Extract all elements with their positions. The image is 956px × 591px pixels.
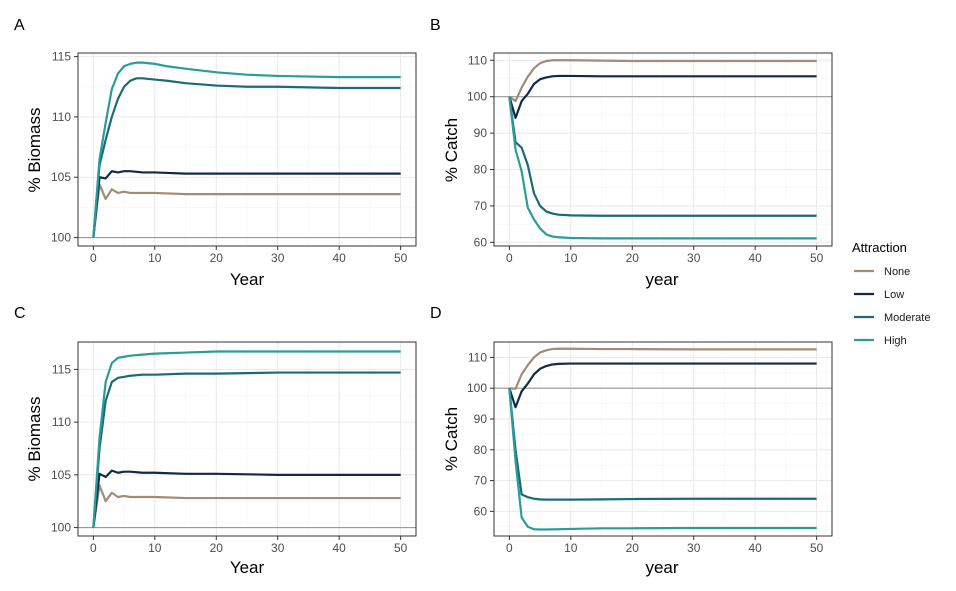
panel-b-x-tick-label: 40 <box>749 251 763 265</box>
panel-d-x-tick-label: 20 <box>626 541 640 555</box>
panel-a-x-tick-label: 20 <box>210 251 224 265</box>
panel-c-x-tick-label: 30 <box>271 541 285 555</box>
panel-a-letter: A <box>14 17 25 34</box>
panel-b-letter: B <box>430 17 441 34</box>
panel-a-x-tick-label: 30 <box>271 251 285 265</box>
panel-d-y-tick-label: 80 <box>474 443 488 457</box>
panel-b-x-tick-label: 20 <box>626 251 640 265</box>
panel-a: A 0 10 20 30 40 50 100 105 110 115 Year % Biomass <box>14 17 417 289</box>
panel-a-border <box>77 52 417 247</box>
panel-b-x-tick-label: 10 <box>564 251 578 265</box>
panel-d-y-tick-label: 70 <box>474 474 488 488</box>
panel-b-y-tick-label: 110 <box>468 53 487 67</box>
panel-c-y-tick-label: 115 <box>52 362 71 376</box>
panel-d-x-axis-title: year <box>645 558 678 577</box>
panel-b-series-moderate <box>508 96 817 217</box>
panel-b-series-none <box>508 59 817 103</box>
panel-d-series-none <box>509 347 817 390</box>
panel-c-series-low <box>92 469 401 528</box>
panel-b: B 0 10 20 30 40 50 60 70 80 90 100 110 year % Catch <box>430 17 833 289</box>
panel-c-y-tick-label: 110 <box>52 415 71 429</box>
panel-d: D 0 10 20 30 40 50 60 70 80 90 100 110 year % Catch <box>430 305 833 577</box>
panel-b-border <box>493 52 833 247</box>
panel-d-series-high <box>508 388 817 531</box>
panel-b-x-tick-label: 0 <box>506 251 513 265</box>
legend-title: Attraction <box>852 240 907 255</box>
panel-c-y-tick-label: 100 <box>51 521 71 535</box>
legend-label-none: None <box>884 266 910 278</box>
legend-entry-high: High <box>854 335 907 347</box>
panel-c-letter: C <box>14 305 26 322</box>
legend: Attraction None Low Moderate High <box>852 240 930 347</box>
panel-d-x-tick-label: 30 <box>687 541 701 555</box>
panel-b-x-tick-label: 50 <box>810 251 824 265</box>
panel-a-x-tick-label: 0 <box>90 251 97 265</box>
panel-b-y-tick-label: 90 <box>474 126 488 140</box>
panel-c-x-axis-title: Year <box>230 558 265 577</box>
panel-b-series-low <box>508 74 817 119</box>
panel-c-border <box>77 341 417 537</box>
legend-label-high: High <box>884 335 907 347</box>
legend-entry-low: Low <box>854 289 904 301</box>
panel-b-x-tick-label: 30 <box>687 251 701 265</box>
panel-b-y-tick-label: 60 <box>474 235 488 249</box>
panel-c-series-none <box>92 484 401 528</box>
panel-b-x-axis-title: year <box>645 270 678 289</box>
panel-d-letter: D <box>430 305 442 322</box>
panel-d-y-axis-title: % Catch <box>442 407 461 471</box>
panel-a-series-low <box>92 170 401 238</box>
panel-a-series-none <box>92 183 401 238</box>
panel-c-x-tick-label: 10 <box>148 541 162 555</box>
panel-d-series-moderate <box>508 388 817 501</box>
panel-a-x-tick-label: 40 <box>333 251 347 265</box>
panel-d-x-tick-label: 10 <box>564 541 578 555</box>
panel-c: C 0 10 20 30 40 50 100 105 110 115 Year % Biomass <box>14 305 417 577</box>
panel-a-y-tick-label: 115 <box>52 50 71 64</box>
panel-c-series-high <box>92 350 401 528</box>
legend-entry-moderate: Moderate <box>854 312 930 324</box>
panel-c-y-axis-title: % Biomass <box>25 396 44 481</box>
panel-a-y-tick-label: 105 <box>51 170 71 184</box>
panel-d-border <box>493 341 833 537</box>
panel-d-y-tick-label: 60 <box>474 504 488 518</box>
panel-a-x-tick-label: 10 <box>148 251 162 265</box>
panel-c-x-tick-label: 40 <box>333 541 347 555</box>
panel-d-x-tick-label: 0 <box>506 541 513 555</box>
panel-b-y-tick-label: 100 <box>467 90 487 104</box>
panel-d-series-low <box>508 362 817 409</box>
panel-d-y-tick-label: 90 <box>474 412 488 426</box>
panel-a-x-axis-title: Year <box>230 270 265 289</box>
panel-c-x-tick-label: 0 <box>90 541 97 555</box>
panel-a-x-tick-label: 50 <box>394 251 408 265</box>
panel-a-series-moderate <box>92 77 401 238</box>
legend-entry-none: None <box>854 266 910 278</box>
panel-c-y-tick-label: 105 <box>51 468 71 482</box>
panel-b-series-high <box>508 96 817 240</box>
legend-label-low: Low <box>884 289 904 301</box>
panel-d-x-tick-label: 40 <box>749 541 763 555</box>
panel-c-x-tick-label: 50 <box>394 541 408 555</box>
panel-c-series-moderate <box>92 371 401 528</box>
legend-label-moderate: Moderate <box>884 312 930 324</box>
panel-c-x-tick-label: 20 <box>210 541 224 555</box>
panel-a-series-high <box>92 61 401 238</box>
panel-d-y-tick-label: 100 <box>467 381 487 395</box>
panel-a-y-axis-title: % Biomass <box>25 107 44 192</box>
panel-b-y-axis-title: % Catch <box>442 118 461 182</box>
panel-a-y-tick-label: 100 <box>51 231 71 245</box>
panel-a-y-tick-label: 110 <box>52 110 71 124</box>
panel-d-x-tick-label: 50 <box>810 541 824 555</box>
panel-b-y-tick-label: 70 <box>474 199 488 213</box>
panel-d-y-tick-label: 110 <box>468 350 487 364</box>
panel-b-y-tick-label: 80 <box>474 163 488 177</box>
